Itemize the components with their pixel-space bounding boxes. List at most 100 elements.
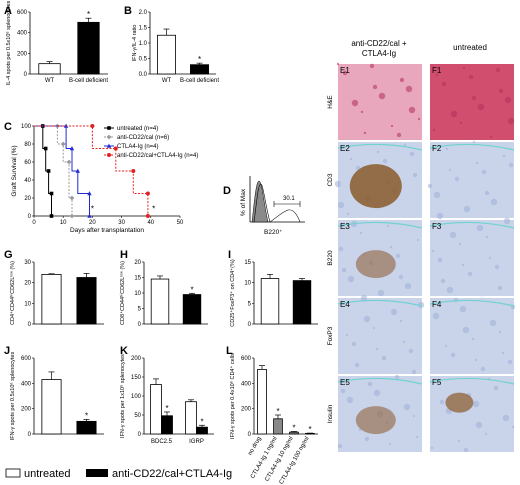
tile-texture-2-1-9 xyxy=(458,242,462,246)
tile-texture-4-1-12 xyxy=(511,425,515,429)
chart-c-ytick-label-1: 20 xyxy=(24,196,31,202)
survival-marker-1-7 xyxy=(69,195,75,201)
survival-marker-0-8 xyxy=(49,214,54,218)
chart-i-ytick-label-1: 5 xyxy=(248,301,252,307)
tile-texture-0-1-9 xyxy=(432,128,436,132)
tile-label-e5: E5 xyxy=(340,378,350,387)
tile-texture-0-1-11 xyxy=(504,96,512,104)
tile-e4 xyxy=(338,298,422,374)
panel-label-a: A xyxy=(4,5,12,17)
chart-c-xtick-label-3: 30 xyxy=(118,220,125,226)
tile-texture-0-1-8 xyxy=(477,103,485,111)
tile-texture-1-1-12 xyxy=(472,140,476,144)
tile-texture-4-0-8 xyxy=(346,396,354,404)
tile-texture-1-0-9 xyxy=(346,212,350,216)
flow-gate-value: 30.1 xyxy=(283,196,295,202)
chart-j-ytick-label-1: 200 xyxy=(21,407,32,413)
chart-h-ytick-label-0: 0 xyxy=(138,322,142,328)
tile-f2 xyxy=(430,142,514,218)
tile-texture-4-1-9 xyxy=(484,432,488,436)
tile-texture-3-1-3 xyxy=(501,351,505,355)
chart-k-ytick-label-0: 0 xyxy=(138,432,142,438)
tile-texture-1-0-0 xyxy=(349,157,353,161)
tile-edge-2-0 xyxy=(337,221,423,229)
survival-marker-1-8 xyxy=(69,213,75,219)
survival-marker-0-5 xyxy=(46,169,51,173)
tile-texture-3-1-8 xyxy=(432,312,440,320)
tile-edge-2-1 xyxy=(429,221,515,229)
tile-label-f3: F3 xyxy=(432,222,442,231)
flow-peak-filled xyxy=(251,180,269,223)
survival-line-2 xyxy=(34,125,90,216)
tile-texture-2-1-4 xyxy=(440,278,446,284)
chart-j: 0 200 400 600 IFN-γ spots per 0.5x10⁶ spleno… xyxy=(9,352,104,440)
chart-c-xtick-label-2: 20 xyxy=(89,220,96,226)
chart-c-ytick-label-0: 0 xyxy=(28,214,32,220)
tile-texture-1-1-3 xyxy=(475,161,479,165)
tile-texture-0-0-8 xyxy=(378,92,386,100)
micrograph-tiles: E1 F1 H&E E2 F2 CD3 E3 F3 B220 E4 F4 FoxP3 E5 F5 Insul… xyxy=(327,62,516,453)
chart-c-ylabel: Graft Survival (%) xyxy=(11,145,18,196)
chart-c-ytick-label-4: 80 xyxy=(24,142,31,148)
bar-a-0 xyxy=(38,63,61,75)
legend-label-untreated: untreated xyxy=(24,468,70,480)
survival-marker-3-5 xyxy=(131,169,136,173)
chart-c: 0 20 40 60 80 100 0 10 20 30 40 50 Days after transp… xyxy=(11,123,198,234)
tile-texture-2-1-6 xyxy=(431,249,435,253)
tile-f4 xyxy=(430,298,514,374)
tile-texture-4-0-4 xyxy=(367,381,373,387)
legend-marker-3 xyxy=(107,153,111,157)
bar-l-0 xyxy=(257,368,267,435)
tile-texture-0-0-7 xyxy=(342,70,348,76)
chart-a-ytick-label-1: 200 xyxy=(17,51,28,57)
sig-star-k-1: * xyxy=(200,417,203,426)
bar-k-0-0 xyxy=(150,384,162,435)
tile-texture-0-1-13 xyxy=(495,67,501,73)
tile-texture-3-1-0 xyxy=(474,358,478,362)
row-label-2: B220 xyxy=(327,250,334,266)
tile-texture-4-0-0 xyxy=(388,442,392,446)
panel-label-i: I xyxy=(228,249,231,261)
col-header-left-line2: CTLA4-Ig xyxy=(362,49,396,58)
tile-texture-4-1-2 xyxy=(475,421,483,429)
tile-texture-3-1-10 xyxy=(507,359,513,365)
tile-label-f2: F2 xyxy=(432,144,442,153)
tile-label-e1: E1 xyxy=(340,66,350,75)
tile-label-f5: F5 xyxy=(432,378,442,387)
tile-stain-f5 xyxy=(445,392,474,413)
tile-texture-0-1-2 xyxy=(507,117,515,125)
tile-texture-0-0-9 xyxy=(417,117,421,121)
chart-j-ytick-label-3: 600 xyxy=(21,356,32,362)
chart-i: 0 5 10 15 CD25⁺FoxP3⁺ on CD4⁺(%) xyxy=(229,259,318,328)
chart-g: 0 10 20 30 CD4⁺CD44ʰⁱCD62Lˡᵒʷ (%) xyxy=(8,260,104,328)
tile-texture-0-0-2 xyxy=(408,106,416,114)
survival-marker-2-7 xyxy=(87,191,92,196)
tile-texture-1-0-7 xyxy=(355,165,361,171)
tile-texture-3-1-2 xyxy=(462,326,470,334)
tile-texture-4-1-11 xyxy=(472,400,480,408)
tile-texture-4-1-1 xyxy=(439,399,445,405)
tile-texture-4-0-3 xyxy=(415,435,419,439)
panel-label-k: K xyxy=(120,345,128,357)
tile-texture-3-1-11 xyxy=(459,305,467,313)
chart-k-ytick-label-4: 200 xyxy=(131,356,142,362)
tile-e1 xyxy=(338,64,422,140)
tile-edge-1-1 xyxy=(429,143,515,151)
tile-texture-1-1-6 xyxy=(502,154,506,158)
tile-texture-2-1-13 xyxy=(437,257,443,263)
legend-swatch-untreated xyxy=(5,468,21,478)
chart-h-ytick-label-2: 10 xyxy=(134,291,141,297)
tile-texture-2-0-6 xyxy=(416,238,420,242)
tile-texture-3-0-2 xyxy=(363,315,371,323)
bar-a-1 xyxy=(77,21,100,75)
tile-texture-3-0-6 xyxy=(345,333,349,337)
chart-i-ylabel: CD25⁺FoxP3⁺ on CD4⁺(%) xyxy=(229,259,236,327)
bar-k-0-1 xyxy=(161,415,173,435)
chart-k: 0 50 100 150 200 IFN-γ spots per 1x10⁶ spleno… xyxy=(119,354,214,445)
survival-marker-3-8 xyxy=(145,214,150,218)
tile-texture-2-0-9 xyxy=(359,231,363,235)
tile-texture-1-1-9 xyxy=(445,147,449,151)
tile-texture-2-1-8 xyxy=(503,217,511,225)
chart-l-ytick-label-1: 200 xyxy=(241,407,252,413)
tile-texture-4-0-6 xyxy=(358,428,362,432)
